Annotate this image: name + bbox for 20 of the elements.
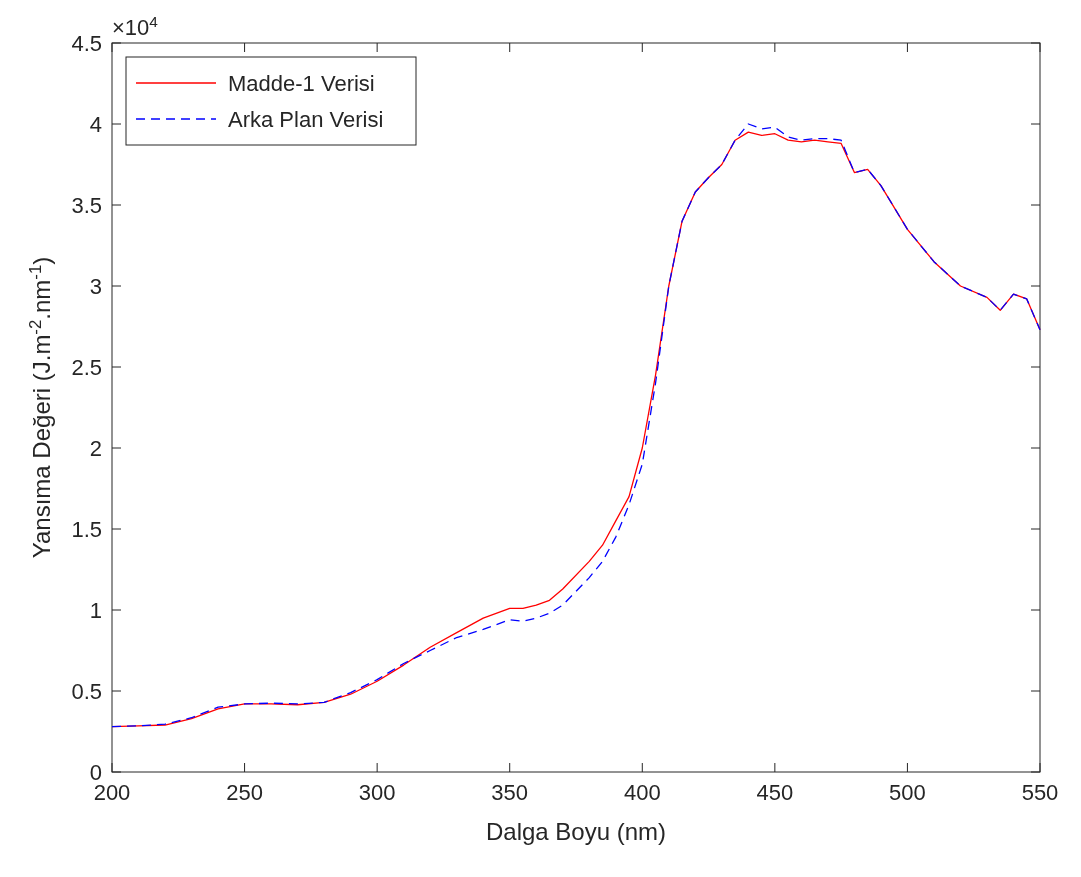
x-tick-label: 550 <box>1021 780 1059 805</box>
x-tick-label: 250 <box>226 780 263 805</box>
x-tick-label: 400 <box>623 780 661 805</box>
y-tick-label: 1.5 <box>71 517 102 542</box>
x-tick-label: 300 <box>358 780 396 805</box>
text: ×10$^{4}$ <box>112 12 159 40</box>
x-tick-label: 450 <box>756 780 794 805</box>
y-tick-label: 1 <box>89 598 102 623</box>
x-tick-label: 500 <box>889 780 926 805</box>
y-tick-label: 4 <box>89 112 102 137</box>
y-tick-label: 0.5 <box>71 679 102 704</box>
legend-label: Madde-1 Verisi <box>228 71 375 96</box>
y-tick-label: 2.5 <box>71 355 102 380</box>
legend-label: Arka Plan Verisi <box>228 107 384 132</box>
y-tick-label: 3.5 <box>71 193 102 218</box>
y-tick-label: 2 <box>89 436 102 461</box>
y-tick-label: 3 <box>89 274 102 299</box>
y-tick-label: 4.5 <box>71 31 102 56</box>
x-axis-title: Dalga Boyu (nm) <box>485 818 667 845</box>
x-tick-label: 350 <box>491 780 529 805</box>
